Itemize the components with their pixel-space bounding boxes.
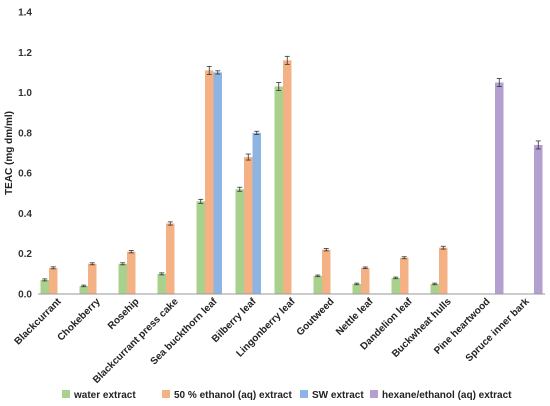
bar-blackcurrant-series-0 [40, 279, 49, 294]
bar-chokeberry-series-1 [88, 263, 97, 294]
error-bar [362, 266, 368, 270]
error-bar [354, 282, 360, 286]
y-tick-label: 1.0 [18, 88, 32, 99]
bar-sea-buckthorn-leaf-series-2 [213, 72, 222, 294]
x-category-label: Blackcurrant [13, 296, 64, 347]
bar-dandelion-leaf-series-1 [400, 257, 409, 294]
y-axis-ticks: 0.0 0.2 0.4 0.6 0.8 1.0 1.2 1.4 [18, 8, 32, 301]
error-bar [198, 198, 204, 204]
error-bar [167, 221, 173, 226]
legend-label: SW extract [312, 390, 364, 401]
error-bar [42, 278, 48, 282]
bar-sea-buckthorn-leaf-series-1 [205, 70, 214, 295]
legend-label: water extract [73, 390, 136, 401]
y-tick-label: 0.4 [18, 209, 32, 220]
error-bar [535, 140, 541, 150]
error-bar [50, 266, 56, 270]
bar-bilberry-leaf-series-0 [235, 189, 244, 294]
y-tick-label: 0.2 [18, 249, 32, 260]
legend-swatch [300, 390, 308, 398]
x-category-label: Rosehip [106, 296, 142, 332]
y-axis-title: TEAC (mg dm/ml) [4, 111, 15, 195]
bar-lingonberry-leaf-series-1 [283, 60, 292, 294]
error-bar [245, 153, 251, 161]
legend-item: SW extract [300, 390, 364, 401]
error-bar [496, 78, 502, 87]
legend-label: 50 % ethanol (aq) extract [174, 390, 292, 401]
bar-pine-heartwood-series-3 [495, 82, 504, 294]
bar-buckwheat-hulls-series-1 [439, 247, 448, 294]
bar-spruce-inner-bark-series-3 [534, 144, 543, 294]
legend-item: hexane/ethanol (aq) extract [370, 390, 512, 401]
error-bar [120, 262, 126, 266]
y-tick-label: 1.2 [18, 48, 32, 59]
x-category-label: Nettle leaf [334, 296, 376, 338]
legend-swatch [370, 390, 378, 398]
bar-lingonberry-leaf-series-0 [274, 86, 283, 295]
error-bar [276, 82, 282, 91]
bar-blackcurrant-press-cake-series-1 [166, 223, 175, 294]
bar-sea-buckthorn-leaf-series-0 [196, 201, 205, 294]
error-bar [159, 272, 165, 276]
x-category-label: Sea buckthorn leaf [149, 296, 221, 368]
x-category-label: Chokeberry [56, 296, 103, 343]
y-tick-label: 0.8 [18, 128, 32, 139]
legend-item: water extract [62, 390, 136, 401]
legend: water extract 50 % ethanol (aq) extract SW… [62, 390, 512, 401]
error-bar [206, 65, 212, 75]
y-tick-label: 1.4 [18, 8, 32, 19]
error-bar [440, 245, 446, 250]
error-bar [237, 186, 243, 192]
bar-chokeberry-series-0 [79, 285, 88, 294]
bars [40, 60, 543, 295]
error-bar [401, 256, 407, 260]
error-bar [254, 130, 260, 135]
bar-rosehip-series-0 [118, 263, 127, 294]
error-bar [89, 262, 95, 266]
error-bar [315, 274, 321, 278]
y-tick-label: 0.6 [18, 169, 32, 180]
error-bar [81, 284, 87, 288]
error-bar [215, 70, 221, 75]
error-bar [323, 248, 329, 252]
bar-goutweed-series-0 [313, 275, 322, 294]
bar-buckwheat-hulls-series-0 [430, 283, 439, 294]
x-category-label: Goutweed [295, 296, 337, 338]
bar-rosehip-series-1 [127, 251, 136, 294]
bar-blackcurrant-press-cake-series-0 [157, 273, 166, 294]
bar-blackcurrant-series-1 [49, 267, 58, 294]
bar-dandelion-leaf-series-0 [391, 277, 400, 294]
legend-swatch [162, 390, 170, 398]
error-bar [128, 250, 134, 254]
error-bars [42, 55, 541, 288]
legend-label: hexane/ethanol (aq) extract [382, 390, 512, 401]
y-tick-label: 0.0 [18, 290, 32, 301]
error-bar [284, 55, 290, 65]
bar-bilberry-leaf-series-1 [244, 157, 253, 294]
bar-goutweed-series-1 [322, 249, 331, 294]
error-bar [393, 276, 399, 280]
error-bar [432, 282, 438, 286]
legend-item: 50 % ethanol (aq) extract [162, 390, 292, 401]
bar-nettle-leaf-series-0 [352, 283, 361, 294]
legend-swatch [62, 390, 70, 398]
bar-nettle-leaf-series-1 [361, 267, 370, 294]
bar-bilberry-leaf-series-2 [252, 132, 261, 294]
